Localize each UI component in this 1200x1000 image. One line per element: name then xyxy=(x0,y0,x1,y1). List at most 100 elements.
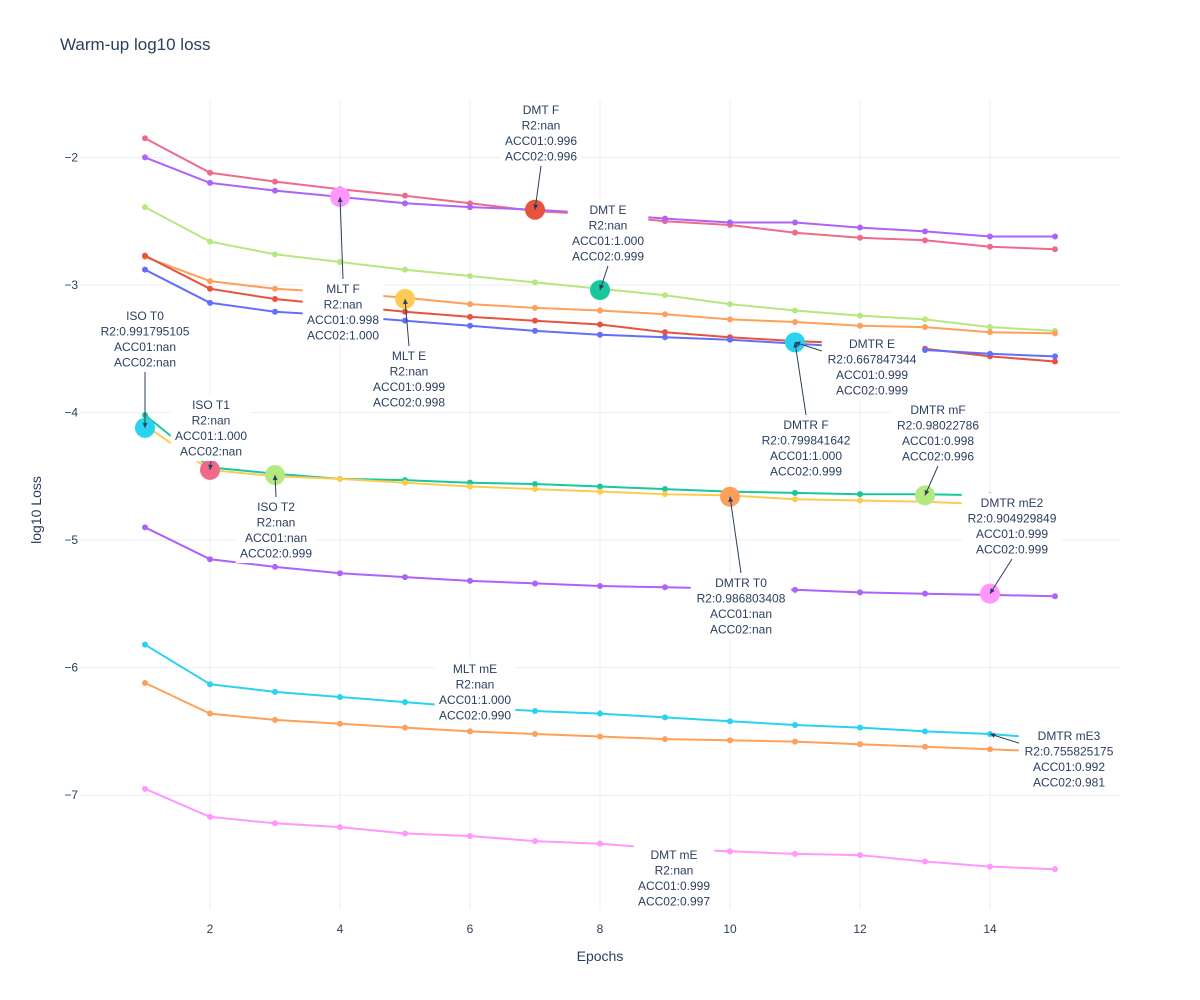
data-point xyxy=(207,238,213,245)
data-point xyxy=(922,324,928,331)
data-point xyxy=(207,169,213,176)
annotation-text: ACC01:nan xyxy=(710,607,772,621)
data-point xyxy=(532,580,538,587)
series-mlt-me xyxy=(142,679,1058,755)
data-point xyxy=(597,321,603,328)
data-point xyxy=(532,317,538,324)
data-point xyxy=(792,219,798,226)
annotation-text: R2:0.904929849 xyxy=(968,512,1057,526)
annotation-arrowhead xyxy=(599,284,604,291)
annotation-box xyxy=(567,200,649,266)
data-point xyxy=(662,714,668,721)
annotation-text: DMT mE xyxy=(650,848,697,862)
data-point xyxy=(532,708,538,715)
data-point xyxy=(857,852,863,859)
annotation-text: ACC01:0.996 xyxy=(505,134,577,148)
data-point xyxy=(402,830,408,837)
data-point xyxy=(272,563,278,570)
data-point xyxy=(207,813,213,820)
data-point xyxy=(142,266,148,273)
annotation-arrowhead xyxy=(990,588,995,594)
data-point xyxy=(337,824,343,831)
data-point xyxy=(922,590,928,597)
annotation-text: R2:nan xyxy=(589,219,628,233)
data-point xyxy=(402,699,408,706)
data-point xyxy=(337,475,343,482)
data-point xyxy=(272,688,278,695)
annotation-text: R2:nan xyxy=(257,516,296,530)
annotation-text: ACC02:nan xyxy=(180,445,242,459)
annotation-box xyxy=(235,497,317,563)
data-point xyxy=(792,850,798,857)
data-point xyxy=(337,259,343,265)
data-point xyxy=(662,736,668,743)
annotation-text: ACC02:nan xyxy=(710,623,772,637)
data-point xyxy=(532,279,538,286)
data-point xyxy=(532,480,538,487)
data-point xyxy=(402,574,408,581)
data-point xyxy=(207,681,213,688)
annotation-box xyxy=(961,493,1063,559)
x-tick-label: 4 xyxy=(337,922,344,936)
annotation-text: ACC02:0.996 xyxy=(505,150,577,164)
annotation-text: ACC01:0.999 xyxy=(373,380,445,394)
annotation-arrow xyxy=(924,465,939,496)
data-point xyxy=(142,785,148,792)
annotation-arrowhead xyxy=(924,489,930,496)
annotation-text: DMTR F xyxy=(783,418,828,432)
data-point xyxy=(662,329,668,336)
annotation-text: ACC02:0.996 xyxy=(902,450,974,464)
annotation-box xyxy=(500,100,582,166)
annotation-text: ACC02:1.000 xyxy=(307,329,379,343)
data-point xyxy=(922,347,928,354)
annotation-box xyxy=(434,659,516,725)
data-point xyxy=(1052,233,1058,240)
data-point xyxy=(337,693,343,700)
tick-labels: 2 4 6 8 10 12 14 −2 −3 −4 −5 −6 −7 xyxy=(64,150,997,936)
data-point xyxy=(857,589,863,596)
data-point xyxy=(597,307,603,314)
annotation-text: R2:nan xyxy=(390,365,429,379)
annotation-text: R2:0.667847344 xyxy=(828,353,917,367)
annotation-box xyxy=(821,334,923,400)
data-point xyxy=(857,322,863,329)
data-point xyxy=(467,322,473,329)
data-point xyxy=(922,237,928,244)
y-tick-label: −2 xyxy=(64,150,78,164)
annotation-text: ACC01:1.000 xyxy=(439,693,511,707)
annotation-arrowhead xyxy=(142,422,148,428)
annotation-arrow xyxy=(729,496,742,574)
data-point xyxy=(142,641,148,648)
data-point xyxy=(662,334,668,341)
x-tick-label: 12 xyxy=(853,922,867,936)
x-tick-label: 14 xyxy=(983,922,997,936)
annotation-arrowhead xyxy=(337,196,343,203)
annotation-text: MLT E xyxy=(392,349,426,363)
data-point xyxy=(272,716,278,723)
data-point xyxy=(857,724,863,731)
annotation-box xyxy=(755,415,857,481)
data-point xyxy=(1052,330,1058,337)
annotation-text: ACC02:0.999 xyxy=(572,250,644,264)
annotation-text: ISO T1 xyxy=(192,398,230,412)
x-tick-label: 6 xyxy=(467,922,474,936)
annotation-text: DMT F xyxy=(523,103,559,117)
annotation-text: R2:nan xyxy=(192,414,231,428)
data-point xyxy=(532,838,538,845)
annotation-box xyxy=(94,306,196,372)
data-point xyxy=(272,295,278,302)
annotation-arrowhead xyxy=(272,475,278,481)
data-point xyxy=(597,488,603,495)
data-point xyxy=(532,327,538,334)
annotation-box xyxy=(633,845,715,911)
x-tick-label: 10 xyxy=(723,922,737,936)
annotation-text: ACC02:0.998 xyxy=(373,396,445,410)
data-point xyxy=(662,486,668,493)
annotation-text: DMTR mE2 xyxy=(981,496,1044,510)
data-point xyxy=(142,524,148,531)
x-tick-label: 2 xyxy=(207,922,214,936)
